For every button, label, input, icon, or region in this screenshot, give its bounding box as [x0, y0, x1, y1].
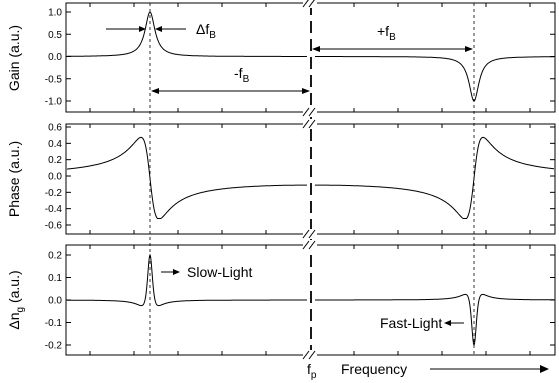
- gain-axis-title: Gain (a.u.): [6, 25, 22, 91]
- y-tick-label: -0.1: [45, 318, 63, 329]
- dng-curve: [67, 253, 554, 347]
- dng-axis-title: Δng (a.u.): [6, 270, 26, 329]
- y-tick-label: -1.0: [45, 97, 63, 108]
- y-tick-label: -0.2: [45, 341, 63, 352]
- gain-ticks: 1.0 0.5 0.0 -0.5 -1.0: [45, 3, 555, 112]
- dng-axis-title-sub: g: [15, 307, 26, 313]
- delta-fb-label: ΔfB: [196, 21, 216, 41]
- axis-break-marks: [302, 0, 317, 360]
- y-tick-label: 0.0: [48, 52, 62, 63]
- y-tick-label: 0.2: [48, 155, 62, 166]
- y-tick-label: -0.6: [45, 221, 63, 232]
- phase-ticks: 0.6 0.4 0.2 0.0 -0.2 -0.4 -0.6: [45, 123, 555, 234]
- y-tick-label: 0.6: [48, 123, 62, 134]
- slow-light-annotation: Slow-Light: [161, 264, 252, 280]
- fast-light-label: Fast-Light: [380, 315, 442, 331]
- y-tick-label: 1.0: [48, 8, 62, 19]
- pump-frequency-label: fp: [307, 361, 317, 381]
- phase-curve: [66, 136, 554, 219]
- y-tick-label: 0.5: [48, 30, 62, 41]
- slow-light-label: Slow-Light: [187, 264, 252, 280]
- frequency-axis-label: Frequency: [341, 361, 407, 377]
- gain-curve: [67, 11, 554, 102]
- fast-light-annotation: Fast-Light: [380, 315, 464, 331]
- frequency-arrow: [430, 365, 549, 373]
- dng-axis-title-rest: (a.u.): [6, 270, 22, 307]
- y-tick-label: 0.0: [48, 172, 62, 183]
- y-tick-label: 0.2: [48, 251, 62, 262]
- y-tick-label: 0.1: [48, 273, 62, 284]
- plus-fb-label: +fB: [377, 23, 396, 43]
- y-tick-label: -0.5: [45, 74, 63, 85]
- minus-fb-label: -fB: [234, 65, 250, 85]
- delta-fb-annotation: ΔfB: [106, 21, 216, 41]
- y-tick-label: -0.2: [45, 188, 63, 199]
- dng-axis-title-main: Δn: [6, 313, 22, 330]
- y-tick-label: -0.4: [45, 204, 63, 215]
- minus-fb-annotation: -fB: [151, 65, 310, 94]
- plus-fb-annotation: +fB: [312, 23, 473, 52]
- y-tick-label: 0.0: [48, 296, 62, 307]
- y-tick-label: 0.4: [48, 139, 62, 150]
- phase-axis-title: Phase (a.u.): [6, 141, 22, 217]
